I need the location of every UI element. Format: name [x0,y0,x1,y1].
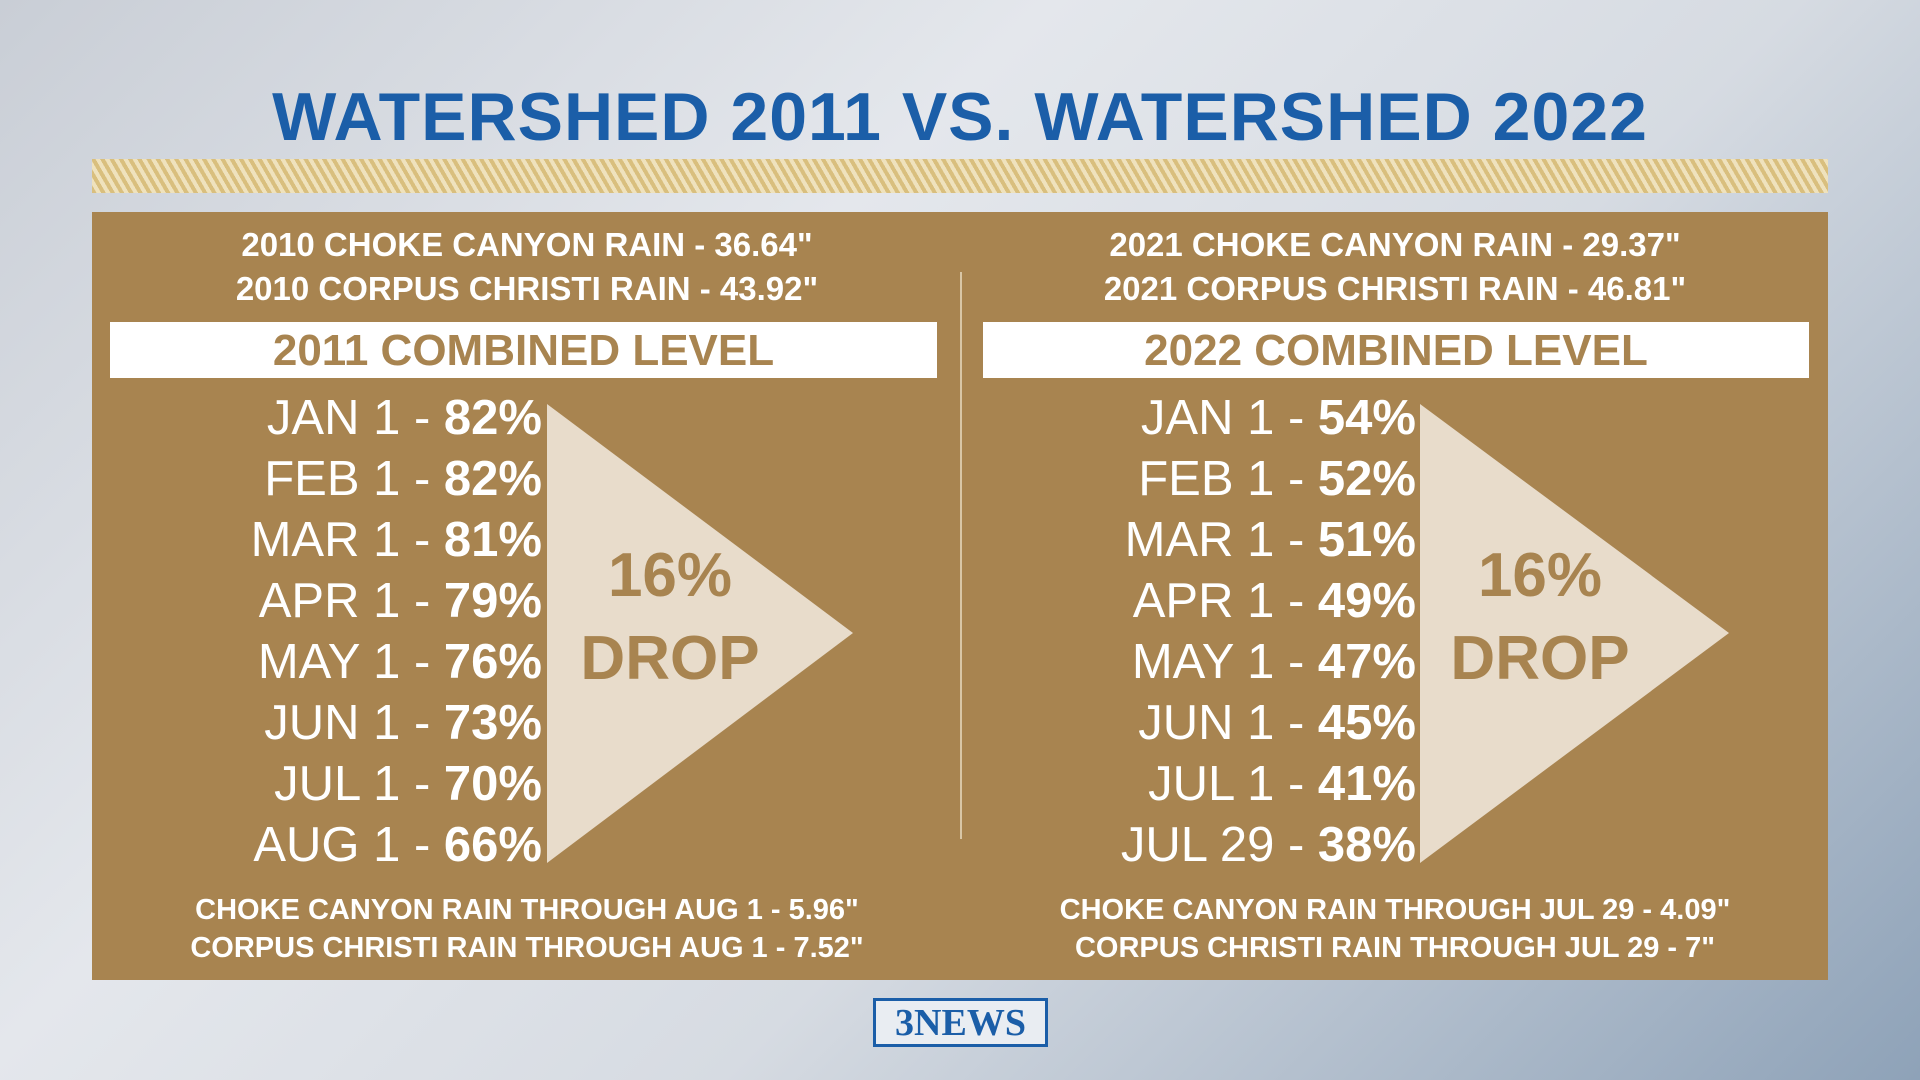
date: MAY 1 - [257,635,431,689]
logo: 3NEWS [873,998,1048,1047]
level-row: FEB 1 - 52% [916,449,1416,509]
decorative-strip [92,159,1828,193]
drop-word: DROP [1450,624,1630,693]
level-value: 82% [443,452,542,506]
date: JUL 1 - [274,757,431,811]
level-row: AUG 1 - 66% [42,815,542,875]
level-value: 52% [1317,452,1416,506]
date: JAN 1 - [1140,391,1305,445]
level-value: 49% [1317,574,1416,628]
level-row: FEB 1 - 82% [42,449,542,509]
level-value: 73% [443,696,542,750]
level-value: 38% [1317,818,1416,872]
date: JUN 1 - [1138,696,1305,750]
date: JAN 1 - [266,391,431,445]
level-value: 81% [443,513,542,567]
arrow [547,404,853,863]
level-value: 54% [1317,391,1416,445]
drop-percent: 16% [607,541,733,610]
level-value: 79% [443,574,542,628]
arrow [1420,404,1729,863]
level-row: JUL 1 - 70% [42,754,542,814]
date: APR 1 - [1132,574,1305,628]
section-heading: 2022 COMBINED LEVEL [983,322,1809,378]
rain-line: 2021 CORPUS CHRISTI RAIN - 46.81" [1103,270,1687,307]
footer-line: CHOKE CANYON RAIN THROUGH AUG 1 - 5.96" [195,894,859,926]
level-row: JAN 1 - 82% [42,388,542,448]
level-row: MAY 1 - 47% [916,632,1416,692]
level-row: MAY 1 - 76% [42,632,542,692]
level-value: 41% [1317,757,1416,811]
section-heading: 2011 COMBINED LEVEL [110,322,937,378]
level-row: APR 1 - 49% [916,571,1416,631]
title: WATERSHED 2011 VS. WATERSHED 2022 [272,79,1648,155]
date: JUL 1 - [1148,757,1305,811]
date: AUG 1 - [253,818,431,872]
level-value: 51% [1317,513,1416,567]
level-value: 70% [443,757,542,811]
date: APR 1 - [258,574,431,628]
drop-word: DROP [580,624,760,693]
level-row: APR 1 - 79% [42,571,542,631]
date: MAR 1 - [1124,513,1305,567]
level-value: 47% [1317,635,1416,689]
level-row: MAR 1 - 81% [42,510,542,570]
level-row: JAN 1 - 54% [916,388,1416,448]
drop-percent: 16% [1477,541,1603,610]
date: MAY 1 - [1131,635,1305,689]
level-row: MAR 1 - 51% [916,510,1416,570]
level-value: 66% [443,818,542,872]
level-row: JUN 1 - 45% [916,693,1416,753]
date: JUL 29 - [1120,818,1305,872]
footer-line: CHOKE CANYON RAIN THROUGH JUL 29 - 4.09" [1059,894,1731,926]
rain-line: 2021 CHOKE CANYON RAIN - 29.37" [1109,226,1681,263]
rain-line: 2010 CORPUS CHRISTI RAIN - 43.92" [235,270,819,307]
level-value: 76% [443,635,542,689]
date: FEB 1 - [1138,452,1305,506]
date: MAR 1 - [250,513,431,567]
date: FEB 1 - [264,452,431,506]
level-row: JUL 29 - 38% [916,815,1416,875]
date: JUN 1 - [264,696,431,750]
footer-line: CORPUS CHRISTI RAIN THROUGH AUG 1 - 7.52… [190,932,864,964]
level-value: 82% [443,391,542,445]
footer-line: CORPUS CHRISTI RAIN THROUGH JUL 29 - 7" [1074,932,1715,964]
rain-line: 2010 CHOKE CANYON RAIN - 36.64" [241,226,813,263]
level-row: JUN 1 - 73% [42,693,542,753]
level-row: JUL 1 - 41% [916,754,1416,814]
level-value: 45% [1317,696,1416,750]
divider [960,272,962,839]
